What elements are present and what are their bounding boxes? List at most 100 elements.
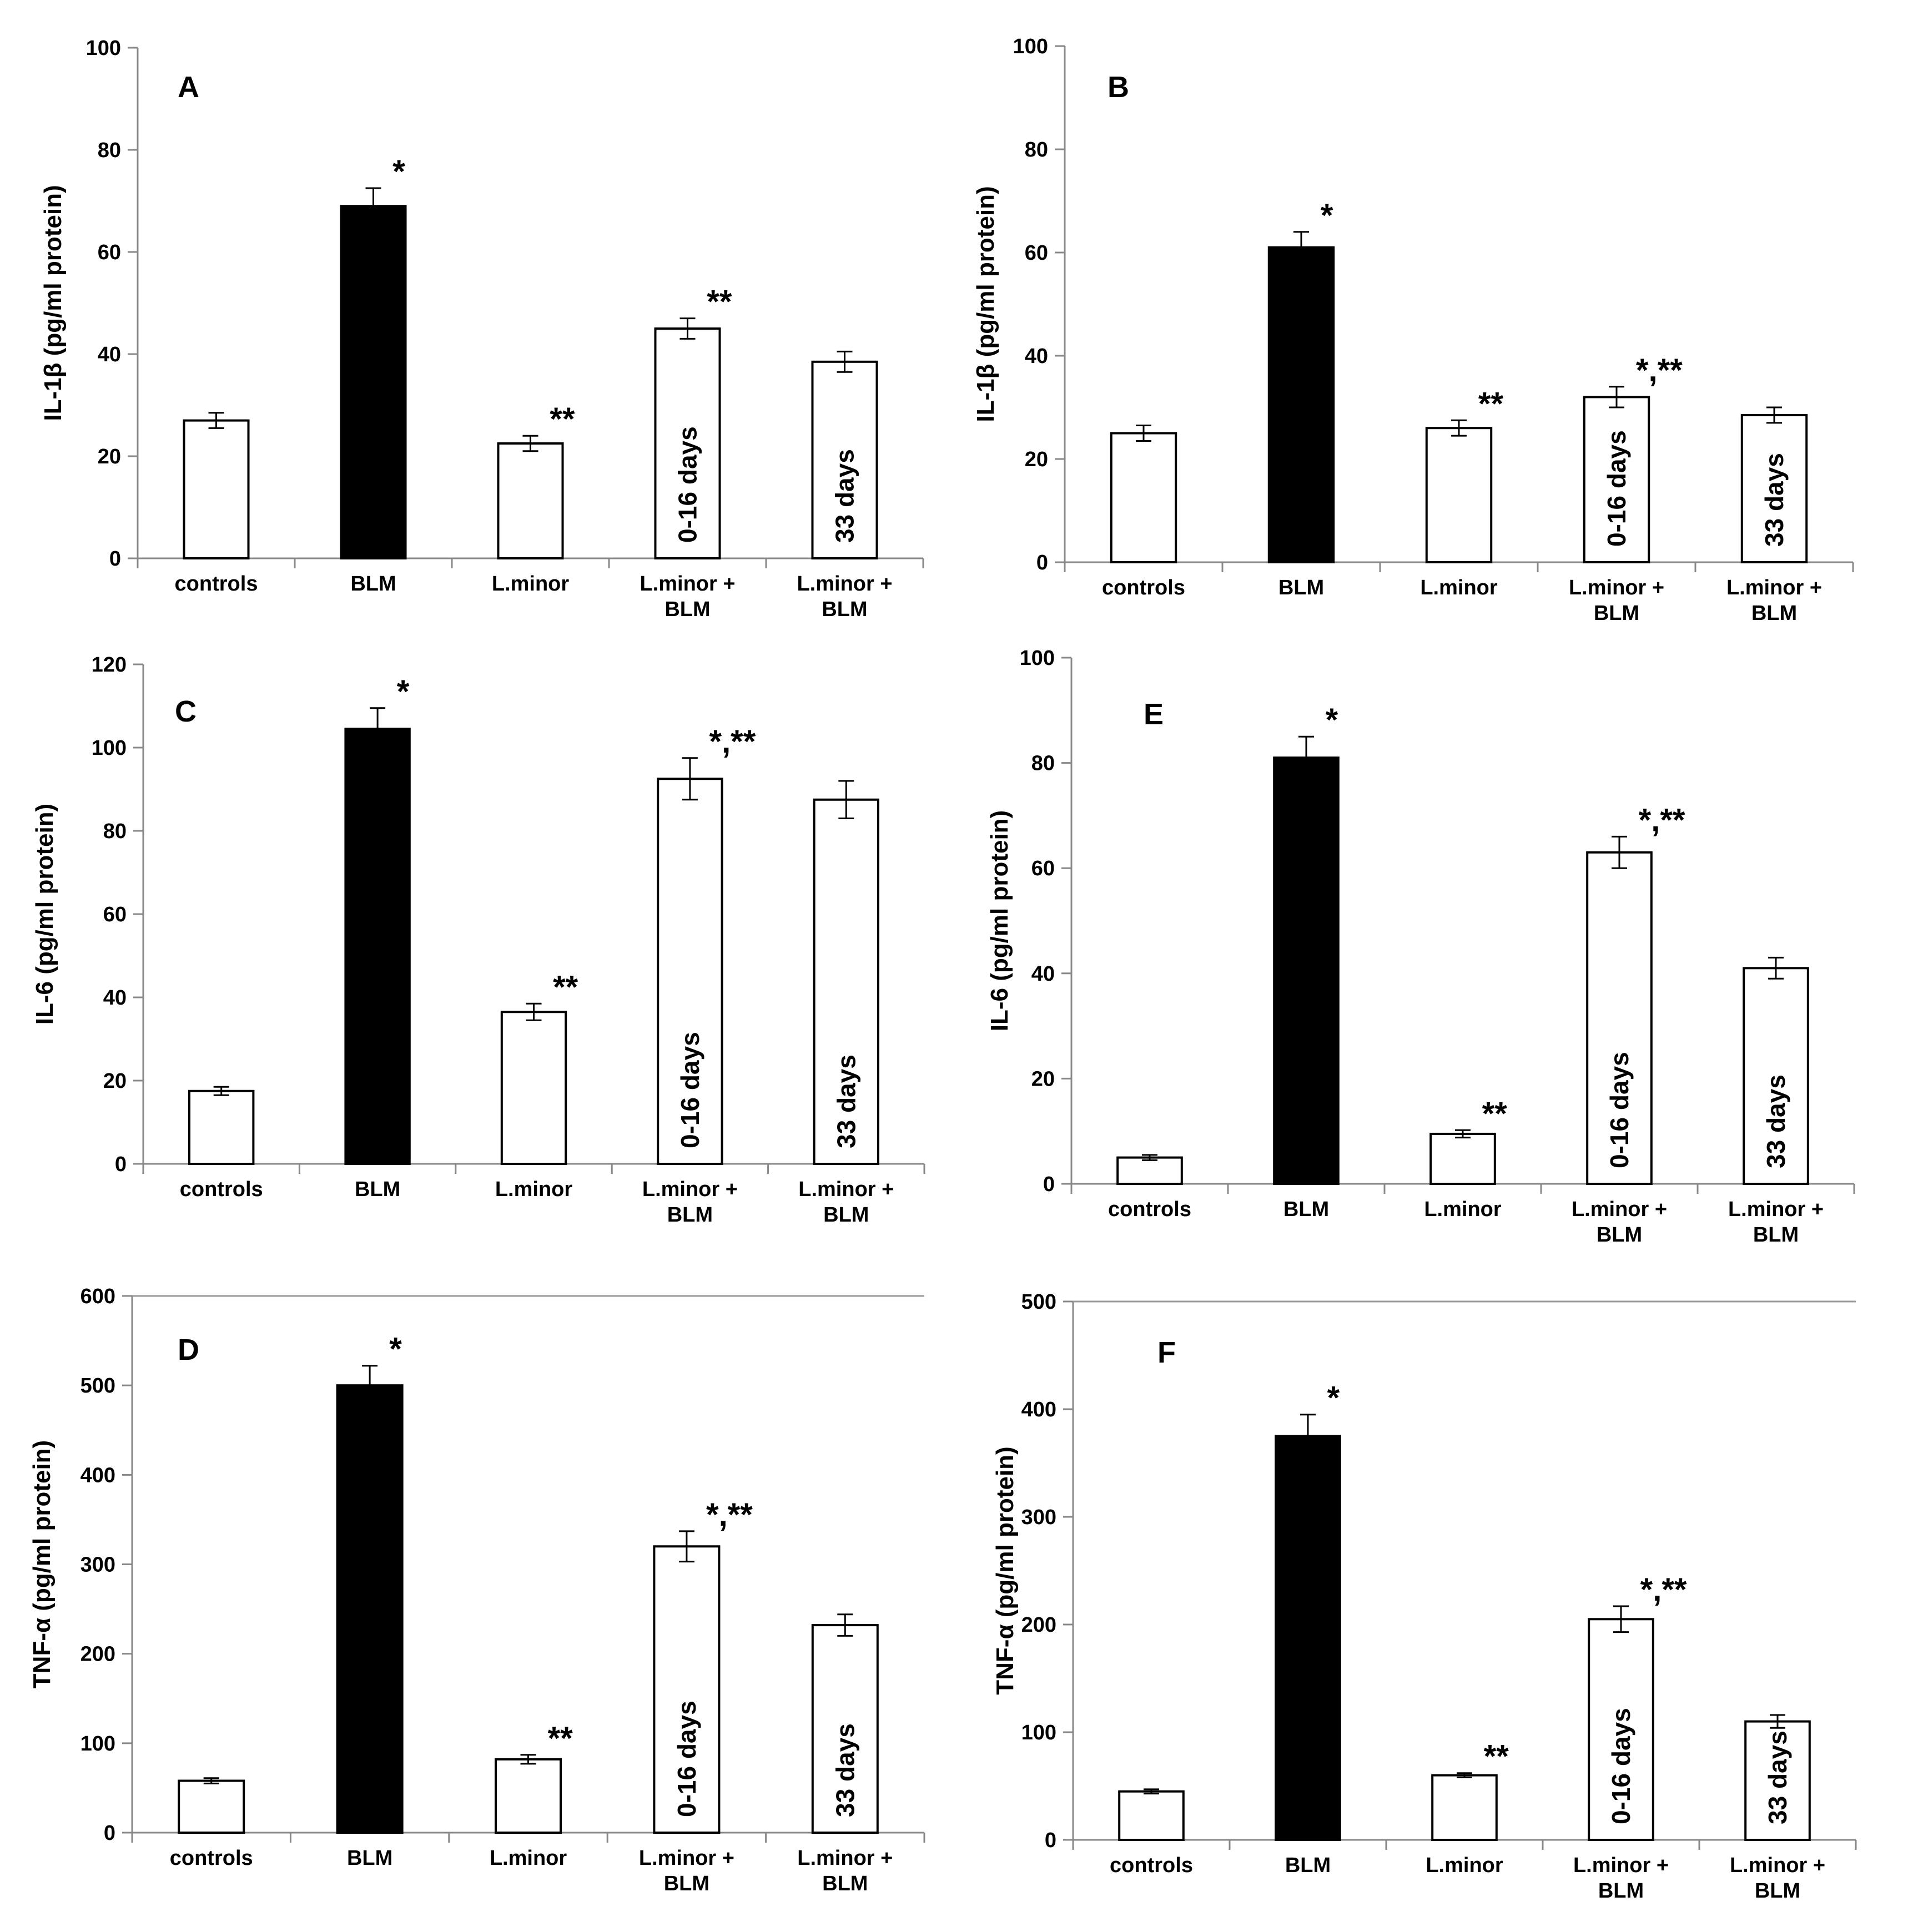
x-category-label: L.minor + bbox=[1726, 576, 1822, 599]
bar bbox=[1588, 1618, 1654, 1842]
x-category-label: L.minor + bbox=[797, 572, 892, 596]
y-tick-label: 60 bbox=[98, 241, 121, 264]
bar bbox=[811, 360, 878, 559]
x-category-label: L.minor bbox=[1420, 576, 1498, 599]
x-category-label: L.minor + bbox=[640, 572, 735, 596]
significance-label: *,** bbox=[1636, 352, 1683, 389]
x-category-label: controls bbox=[180, 1178, 263, 1201]
y-tick-label: 40 bbox=[98, 343, 121, 366]
y-tick-label: 40 bbox=[1025, 345, 1048, 368]
y-tick-label: 100 bbox=[1020, 647, 1055, 670]
y-tick-label: 500 bbox=[80, 1374, 115, 1398]
bar bbox=[1118, 1790, 1185, 1841]
x-category-label: BLM bbox=[350, 572, 396, 596]
x-category-label: L.minor bbox=[1424, 1198, 1502, 1221]
chart-panel-A: 0 20 40 60 80 100 IL-1β (pg/ml protein) Acontro… bbox=[39, 37, 924, 621]
y-tick-label: 80 bbox=[98, 139, 121, 162]
chart-panel-F: 0 100 200 300 400 500 TNF-α (pg/ml protein) Fco… bbox=[991, 1290, 1857, 1903]
x-category-label: controls bbox=[1110, 1854, 1193, 1877]
significance-label: * bbox=[392, 154, 405, 190]
x-category-label: BLM bbox=[1278, 576, 1324, 599]
y-axis-label: TNF-α (pg/ml protein) bbox=[28, 1440, 56, 1688]
bar-inner-label: 0-16 days bbox=[676, 1032, 704, 1148]
bar bbox=[1429, 1132, 1496, 1185]
x-category-label: BLM bbox=[1594, 602, 1639, 625]
bar bbox=[1431, 1774, 1498, 1842]
bar bbox=[1110, 432, 1177, 563]
panel-label: F bbox=[1157, 1336, 1176, 1369]
significance-label: * bbox=[1321, 198, 1333, 234]
y-tick-label: 20 bbox=[1031, 1067, 1055, 1091]
bar bbox=[344, 728, 411, 1165]
y-tick-label: 100 bbox=[80, 1732, 115, 1756]
x-category-label: BLM bbox=[664, 1872, 709, 1895]
panel-label: B bbox=[1107, 70, 1129, 104]
x-category-label: BLM bbox=[667, 1203, 713, 1227]
chart-panel-E: 0 20 40 60 80 100 IL-6 (pg/ml protein) Econtrol… bbox=[986, 647, 1855, 1247]
chart-panel-D: 0 100 200 300 400 500 600 TNF-α (pg/ml protein)… bbox=[28, 1285, 925, 1895]
bar bbox=[654, 327, 721, 559]
y-tick-label: 20 bbox=[103, 1070, 127, 1093]
panel-label: C bbox=[175, 695, 197, 728]
bar bbox=[1267, 246, 1335, 563]
x-category-label: controls bbox=[1108, 1198, 1191, 1221]
bar bbox=[653, 1545, 721, 1834]
y-tick-label: 0 bbox=[115, 1153, 127, 1176]
y-tick-label: 60 bbox=[103, 903, 127, 926]
x-category-label: BLM bbox=[1598, 1879, 1644, 1903]
significance-label: * bbox=[1327, 1380, 1340, 1416]
y-tick-label: 0 bbox=[1036, 551, 1048, 574]
x-category-label: BLM bbox=[1283, 1198, 1329, 1221]
y-tick-label: 20 bbox=[98, 445, 121, 468]
y-tick-label: 500 bbox=[1021, 1290, 1056, 1314]
panel-label: A bbox=[178, 70, 199, 104]
y-tick-label: 100 bbox=[1013, 35, 1048, 58]
bar-inner-label: 33 days bbox=[830, 1723, 859, 1817]
significance-label: ** bbox=[1484, 1739, 1509, 1775]
y-tick-label: 40 bbox=[1031, 962, 1055, 986]
x-category-label: L.minor + bbox=[1572, 1198, 1667, 1221]
y-tick-label: 400 bbox=[80, 1464, 115, 1487]
y-tick-label: 0 bbox=[104, 1822, 115, 1845]
x-category-label: controls bbox=[175, 572, 258, 596]
y-axis-label: IL-6 (pg/ml protein) bbox=[31, 804, 58, 1025]
x-category-label: L.minor + bbox=[639, 1847, 734, 1870]
y-tick-label: 200 bbox=[80, 1643, 115, 1666]
y-tick-label: 80 bbox=[1025, 138, 1048, 162]
chart-panel-C: 0 20 40 60 80 100 120 IL-6 (pg/ml protein) Ccont… bbox=[31, 653, 925, 1227]
x-category-label: BLM bbox=[1755, 1879, 1800, 1903]
bar bbox=[1744, 1720, 1811, 1842]
panel-label: D bbox=[178, 1333, 199, 1366]
y-axis-label: IL-1β (pg/ml protein) bbox=[39, 185, 67, 421]
y-tick-label: 100 bbox=[86, 37, 121, 60]
x-category-label: L.minor + bbox=[1728, 1198, 1824, 1221]
x-category-label: L.minor bbox=[492, 572, 570, 596]
x-category-label: L.minor bbox=[495, 1178, 573, 1201]
x-category-label: L.minor bbox=[490, 1847, 567, 1870]
bar bbox=[497, 442, 564, 559]
bar-inner-label: 0-16 days bbox=[1602, 430, 1631, 547]
bar bbox=[1275, 1435, 1341, 1841]
bar-inner-label: 33 days bbox=[1763, 1731, 1792, 1824]
bar-inner-label: 0-16 days bbox=[673, 426, 702, 543]
y-tick-label: 120 bbox=[92, 653, 127, 677]
x-category-label: BLM bbox=[347, 1847, 392, 1870]
bar bbox=[1743, 967, 1809, 1185]
y-tick-label: 60 bbox=[1031, 857, 1055, 880]
bar bbox=[494, 1758, 562, 1834]
x-category-label: BLM bbox=[1597, 1223, 1642, 1247]
x-category-label: controls bbox=[1102, 576, 1185, 599]
significance-label: *,** bbox=[1640, 1572, 1687, 1608]
bar bbox=[1273, 756, 1340, 1185]
x-category-label: L.minor + bbox=[797, 1847, 893, 1870]
y-tick-label: 0 bbox=[109, 547, 121, 571]
x-category-label: BLM bbox=[1285, 1854, 1331, 1877]
bar bbox=[1425, 427, 1493, 564]
y-tick-label: 300 bbox=[80, 1553, 115, 1577]
y-axis-label: IL-1β (pg/ml protein) bbox=[972, 186, 999, 422]
significance-label: ** bbox=[707, 284, 732, 320]
significance-label: * bbox=[1326, 702, 1338, 738]
bar bbox=[1583, 396, 1650, 564]
significance-label: * bbox=[389, 1331, 402, 1368]
